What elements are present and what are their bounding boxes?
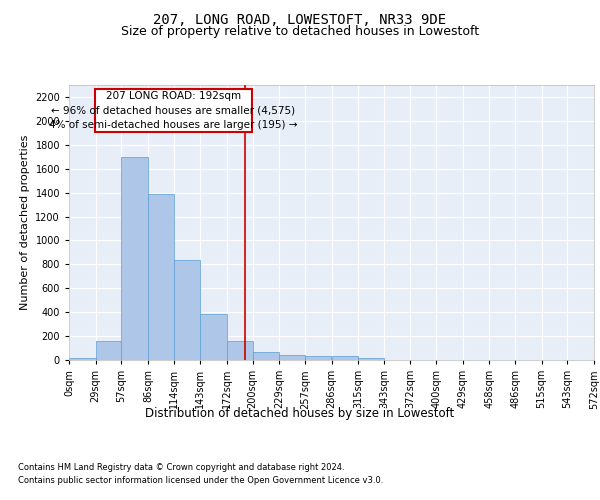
Text: Contains public sector information licensed under the Open Government Licence v3: Contains public sector information licen… — [18, 476, 383, 485]
Text: ← 96% of detached houses are smaller (4,575): ← 96% of detached houses are smaller (4,… — [51, 106, 295, 116]
Text: 207, LONG ROAD, LOWESTOFT, NR33 9DE: 207, LONG ROAD, LOWESTOFT, NR33 9DE — [154, 12, 446, 26]
Bar — [173, 260, 200, 360]
Bar — [148, 194, 173, 360]
Bar — [95, 342, 121, 360]
Bar — [95, 89, 251, 132]
Bar — [358, 358, 384, 360]
Bar — [200, 314, 227, 360]
Y-axis label: Number of detached properties: Number of detached properties — [20, 135, 29, 310]
Text: 4% of semi-detached houses are larger (195) →: 4% of semi-detached houses are larger (1… — [49, 120, 298, 130]
Text: Contains HM Land Registry data © Crown copyright and database right 2024.: Contains HM Land Registry data © Crown c… — [18, 462, 344, 471]
Text: Size of property relative to detached houses in Lowestoft: Size of property relative to detached ho… — [121, 25, 479, 38]
Text: Distribution of detached houses by size in Lowestoft: Distribution of detached houses by size … — [145, 408, 455, 420]
Bar — [253, 352, 279, 360]
Bar — [69, 358, 95, 360]
Bar — [305, 356, 331, 360]
Bar — [331, 356, 358, 360]
Bar — [279, 355, 305, 360]
Text: 207 LONG ROAD: 192sqm: 207 LONG ROAD: 192sqm — [106, 92, 241, 102]
Bar — [121, 156, 148, 360]
Bar — [227, 341, 253, 360]
